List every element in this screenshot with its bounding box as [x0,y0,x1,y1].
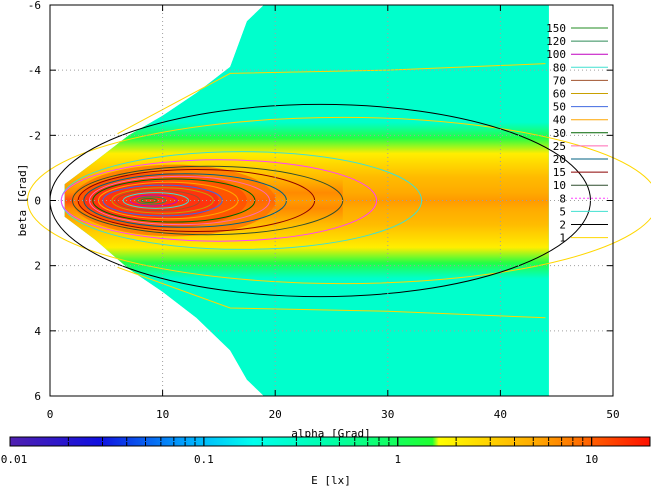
x-tick-label: 0 [47,408,54,421]
heatmap-strip [64,5,74,396]
legend-entry-label: 60 [553,88,566,101]
colorbar-tick-label: 0.1 [194,453,214,466]
legend-entry-label: 70 [553,74,566,87]
legend-entry-label: 8 [559,192,566,205]
colorbar-tick-label: 0.01 [1,453,28,466]
x-tick-label: 50 [606,408,619,421]
legend-entry-label: 40 [553,114,566,127]
heatmap-strip [500,5,549,396]
contour-line-1-outer-bottom [117,266,546,319]
colorbar-ticks: 0.01 0.1 1 10 [1,437,651,466]
legend-entry-label: 100 [546,48,566,61]
y-tick-label: 4 [34,325,41,338]
legend-entry-label: 150 [546,22,566,35]
legend-entry-label: 20 [553,153,566,166]
contour-line-120 [136,196,167,205]
x-tick-label: 10 [156,408,169,421]
contour-line-25 [88,175,271,226]
colorbar [9,436,651,447]
legend-entry-label: 25 [553,140,566,153]
y-tick-label: 2 [34,260,41,273]
legend-entry-label: 5 [559,205,566,218]
heatmap-strip [393,5,423,396]
heatmap-strip [365,5,394,396]
heatmap-strip [421,5,460,396]
contour-line-70 [115,189,201,212]
contour-line-1 [27,116,651,285]
y-tick-label: -2 [28,129,41,142]
contour-line-80 [122,192,189,209]
colorbar-label: E [lx] [311,474,351,486]
y-tick-label: 6 [34,390,41,403]
legend-entry-label: 15 [553,166,566,179]
legend-entry-label: 30 [553,127,566,140]
legend-entry-label: 50 [553,101,566,114]
x-tick-label: 40 [494,408,507,421]
y-axis-ticks: -6 -4 -2 0 2 4 6 [28,0,613,403]
colorbar-tick-label: 10 [585,453,598,466]
y-tick-label: 0 [34,195,41,208]
y-tick-label: -6 [28,0,41,12]
contour-line-150 [140,198,158,203]
legend-entry-label: 2 [559,219,566,232]
heatmap-strip [320,5,344,396]
heatmap-strip [297,5,321,396]
heatmap-strip [458,5,501,396]
contour-line-8 [60,159,378,242]
y-axis-label: beta [Grad] [16,164,29,237]
x-tick-label: 30 [381,408,394,421]
x-axis-ticks: 0 10 20 30 40 50 [47,5,620,421]
contour-line-100 [129,194,178,207]
legend-entry-label: 1 [559,232,566,245]
contour-line-1-outer-top [117,63,546,135]
y-tick-label: -4 [28,64,42,77]
colorbar-tick-label: 1 [394,453,401,466]
legend-entry-label: 120 [546,35,566,48]
legend-entry-label: 80 [553,61,566,74]
legend-entry-label: 10 [553,179,566,192]
x-tick-label: 20 [269,408,282,421]
